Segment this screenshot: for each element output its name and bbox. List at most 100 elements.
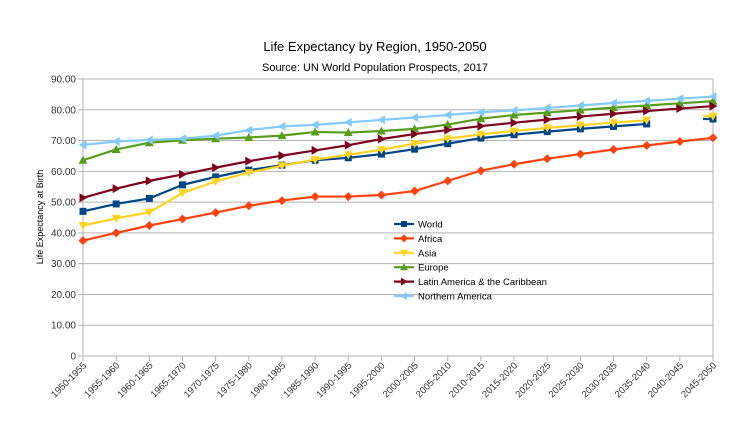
data-point <box>211 134 221 143</box>
data-point <box>144 135 153 145</box>
data-point <box>111 136 120 146</box>
gridlines <box>78 78 714 361</box>
data-point <box>708 112 718 121</box>
data-point <box>443 120 453 129</box>
data-point <box>609 98 618 108</box>
data-point <box>376 126 386 135</box>
series-europe <box>78 96 718 164</box>
y-tick-label: 30.00 <box>51 259 76 270</box>
data-point <box>343 151 353 160</box>
data-point <box>244 201 254 211</box>
data-point <box>443 176 453 186</box>
data-point <box>476 107 485 117</box>
data-point <box>112 184 121 194</box>
data-point <box>642 140 652 150</box>
legend-item: Europe <box>394 263 449 274</box>
series-line <box>82 119 647 227</box>
data-point <box>401 221 407 227</box>
data-point <box>542 103 551 113</box>
data-point <box>310 192 320 202</box>
data-point <box>410 112 419 122</box>
legend-item: Latin America & the Caribbean <box>394 277 547 288</box>
data-point <box>642 100 652 109</box>
y-tick-label: 80.00 <box>51 105 76 116</box>
data-point <box>211 208 221 218</box>
data-point <box>111 144 121 153</box>
legend-label: Africa <box>418 234 443 245</box>
data-point <box>244 169 254 178</box>
y-tick-label: 20.00 <box>51 290 76 301</box>
data-point <box>244 132 254 141</box>
data-point <box>343 128 353 137</box>
data-point <box>111 214 121 223</box>
data-point <box>476 166 486 176</box>
data-point <box>78 140 87 150</box>
data-point <box>278 151 287 161</box>
data-point <box>277 121 286 131</box>
series-line <box>82 100 714 162</box>
data-point <box>79 193 88 203</box>
data-point <box>178 169 187 179</box>
data-point <box>411 129 420 139</box>
legend-item: Africa <box>394 234 443 245</box>
data-point <box>509 127 519 136</box>
data-point <box>78 236 88 246</box>
data-point <box>509 105 518 115</box>
data-point <box>609 103 619 112</box>
series-group <box>78 92 718 246</box>
data-point <box>145 176 154 186</box>
data-point <box>709 101 718 111</box>
data-point <box>377 134 386 144</box>
data-point <box>376 115 385 125</box>
data-point <box>400 249 408 257</box>
data-point <box>376 190 386 200</box>
data-point <box>575 149 585 159</box>
data-point <box>575 100 584 110</box>
data-point <box>277 196 287 206</box>
data-point <box>401 277 408 286</box>
data-point <box>112 200 120 208</box>
data-point <box>444 140 452 148</box>
data-point <box>277 131 287 140</box>
data-point <box>576 112 585 122</box>
data-point <box>310 120 319 130</box>
data-point <box>212 173 220 181</box>
data-point <box>708 92 717 102</box>
y-tick-label: 0 <box>70 352 76 363</box>
y-axis-ticks: 0 10.00 20.00 30.00 40.00 50.00 60.00 70.00 80.0… <box>51 75 76 363</box>
data-point <box>344 140 353 150</box>
chart-subtitle: Source: UN World Population Prospects, 2… <box>262 62 488 74</box>
data-point <box>178 181 186 189</box>
y-tick-label: 50.00 <box>51 198 76 209</box>
series-line <box>82 136 714 242</box>
data-point <box>212 163 221 173</box>
data-point <box>400 234 408 243</box>
y-axis-label: Life Expectancy at Birth <box>35 170 45 265</box>
data-point <box>400 263 408 271</box>
data-point <box>244 125 253 135</box>
data-point <box>609 119 619 128</box>
data-point <box>676 104 685 114</box>
data-point <box>610 109 619 119</box>
data-point <box>444 125 453 135</box>
data-point <box>177 134 186 144</box>
data-point <box>510 118 519 128</box>
data-point <box>642 96 651 106</box>
legend-label: Asia <box>418 248 437 259</box>
data-point <box>144 208 154 217</box>
data-point <box>542 154 552 164</box>
series-africa <box>78 133 718 246</box>
data-point <box>609 144 619 154</box>
data-point <box>509 159 519 169</box>
y-tick-label: 10.00 <box>51 321 76 332</box>
data-point <box>443 135 453 144</box>
data-point <box>575 121 585 130</box>
data-point <box>79 207 87 215</box>
data-point <box>509 110 519 119</box>
data-point <box>642 116 652 125</box>
legend-label: Europe <box>418 263 449 274</box>
series-northern-america <box>78 92 717 150</box>
data-point <box>708 133 718 143</box>
data-point <box>543 115 552 125</box>
